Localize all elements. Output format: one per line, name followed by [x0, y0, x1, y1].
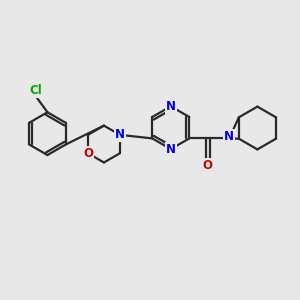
Text: N: N: [166, 100, 176, 113]
Text: O: O: [203, 159, 213, 172]
Text: Cl: Cl: [29, 84, 42, 97]
Text: N: N: [166, 142, 176, 156]
Text: N: N: [115, 128, 125, 141]
Text: O: O: [83, 147, 93, 160]
Text: N: N: [224, 130, 234, 142]
